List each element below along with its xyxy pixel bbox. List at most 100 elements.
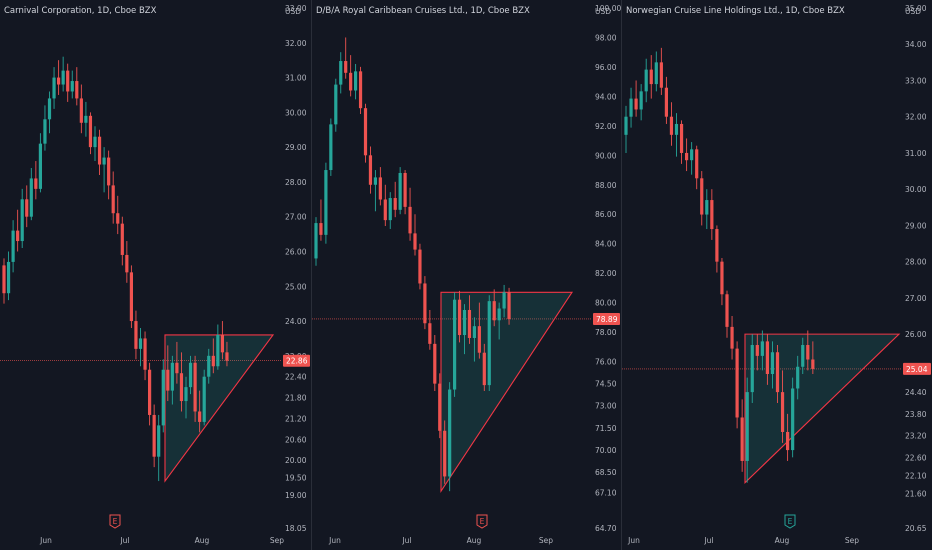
candle	[184, 376, 188, 419]
candle-body	[329, 124, 333, 171]
candle-body	[448, 389, 452, 477]
y-tick-label: 80.00	[595, 299, 617, 308]
candle	[649, 55, 653, 99]
candle-body	[750, 345, 754, 393]
candle	[47, 91, 52, 134]
y-tick-label: 88.00	[595, 181, 617, 190]
currency-label: USD	[595, 7, 611, 16]
candle-body	[324, 170, 328, 235]
candle-body	[349, 72, 353, 91]
candle-body	[161, 369, 165, 426]
candle	[202, 369, 206, 426]
y-tick-label: 22.40	[285, 373, 307, 382]
candle-body	[358, 71, 363, 109]
candle	[25, 185, 29, 228]
candle-body	[61, 70, 65, 85]
candle-body	[770, 352, 775, 374]
y-tick-label: 100.00	[595, 4, 621, 13]
pane-carnival[interactable]: 19.0019.5020.0020.6021.2021.8022.4023.00…	[0, 0, 311, 550]
candle	[188, 355, 193, 395]
candle	[457, 290, 462, 343]
pane-divider[interactable]	[621, 0, 622, 550]
candle	[378, 167, 382, 206]
candle-body	[482, 352, 486, 386]
candle	[745, 377, 749, 483]
candle-body	[398, 172, 402, 210]
candlestick-chart-norwegian[interactable]: 20.6521.6022.1022.6023.2023.8024.4025.00…	[622, 0, 932, 550]
symbol-title[interactable]: D/B/A Royal Caribbean Cruises Ltd., 1D, …	[316, 6, 530, 16]
candle	[770, 341, 775, 389]
candle	[477, 302, 481, 359]
y-tick-label: 21.60	[905, 490, 927, 499]
candle-body	[786, 431, 790, 451]
candle-body	[207, 355, 211, 377]
candle-body	[487, 301, 491, 386]
x-tick-label: Jun	[39, 536, 52, 545]
candle	[373, 170, 377, 212]
earnings-marker-label: E	[480, 517, 485, 526]
candle-body	[467, 309, 472, 338]
candle-body	[796, 366, 800, 389]
candle-body	[507, 292, 511, 319]
candle	[84, 101, 88, 137]
candle	[339, 52, 343, 94]
candle-body	[393, 198, 397, 210]
y-tick-label: 86.00	[595, 210, 617, 219]
candle-body	[93, 136, 97, 148]
candle	[20, 188, 24, 248]
y-tick-label: 90.00	[595, 151, 617, 160]
x-tick-label: Aug	[467, 536, 482, 545]
candlestick-chart-carnival[interactable]: 19.0019.5020.0020.6021.2021.8022.4023.00…	[0, 0, 311, 550]
candle	[148, 362, 152, 426]
candle-body	[170, 362, 174, 391]
pane-divider[interactable]	[311, 0, 312, 550]
candle-body	[624, 116, 628, 135]
candle	[161, 359, 165, 433]
pane-norwegian[interactable]: 20.6521.6022.1022.6023.2023.8024.4025.00…	[622, 0, 932, 550]
candle-body	[120, 223, 124, 255]
candle	[801, 337, 805, 374]
candle-body	[152, 414, 156, 457]
y-tick-label: 29.00	[285, 143, 307, 152]
candle	[760, 330, 764, 371]
candle-body	[314, 223, 318, 259]
candle	[720, 258, 724, 306]
x-tick-label: Aug	[775, 536, 790, 545]
x-tick-label: Aug	[195, 536, 210, 545]
candle	[6, 251, 11, 301]
candle-body	[765, 341, 769, 374]
candle	[433, 335, 437, 392]
candle-body	[669, 116, 674, 135]
earnings-marker: E	[476, 514, 488, 529]
candle-body	[20, 199, 24, 242]
symbol-title[interactable]: Carnival Corporation, 1D, Cboe BZX	[4, 6, 157, 16]
candle	[211, 338, 215, 374]
y-tick-label: 68.50	[595, 468, 617, 477]
candle	[29, 168, 33, 221]
candle	[38, 133, 42, 193]
candle-body	[438, 383, 442, 431]
y-tick-label: 24.40	[905, 388, 927, 397]
y-tick-label: 82.00	[595, 269, 617, 278]
candle-body	[66, 70, 70, 92]
candle	[349, 55, 353, 97]
candle	[679, 120, 684, 164]
candle	[152, 404, 156, 468]
candle-body	[363, 108, 368, 156]
candle	[472, 317, 476, 362]
earnings-marker-shape	[476, 514, 488, 529]
candle	[11, 220, 15, 273]
y-tick-label: 33.00	[905, 76, 927, 85]
candle	[700, 171, 704, 226]
symbol-title[interactable]: Norwegian Cruise Line Holdings Ltd., 1D,…	[626, 6, 845, 16]
pane-royal-caribbean[interactable]: 64.70 67.10 68.50 70.00 71.50 73.00 74.50 76.00…	[312, 0, 621, 550]
candlestick-chart-royal-caribbean[interactable]: 64.70 67.10 68.50 70.00 71.50 73.00 74.50 76.00…	[312, 0, 621, 550]
candle-body	[780, 392, 785, 432]
candle-body	[378, 177, 382, 200]
y-tick-label: 67.10	[595, 489, 617, 498]
candle-body	[730, 326, 734, 349]
candle-body	[216, 334, 220, 367]
candle	[786, 413, 790, 461]
y-tick-label: 23.20	[905, 432, 927, 441]
candle-body	[134, 321, 138, 349]
